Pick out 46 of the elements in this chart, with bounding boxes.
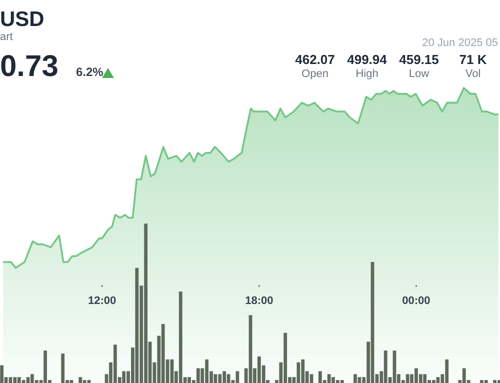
text: 459.15 xyxy=(399,52,439,68)
bar xyxy=(358,377,362,383)
text: 462.07 xyxy=(295,52,335,68)
bar xyxy=(340,380,344,383)
bar xyxy=(17,377,21,383)
text: Low xyxy=(408,68,430,80)
chart-title: USD xyxy=(0,8,44,32)
bar xyxy=(310,374,314,383)
bar xyxy=(8,377,12,383)
text: 20 Jun 2025 05 xyxy=(422,37,498,50)
bar xyxy=(436,377,440,383)
bar xyxy=(493,380,496,383)
bar xyxy=(423,374,427,383)
bar xyxy=(87,380,91,383)
bar xyxy=(296,362,300,383)
bar xyxy=(327,374,331,383)
bar xyxy=(354,374,357,383)
bar xyxy=(236,371,240,383)
bar xyxy=(406,374,410,383)
bar xyxy=(384,350,388,383)
bar xyxy=(22,380,26,383)
bar xyxy=(61,353,65,383)
bar xyxy=(122,371,126,383)
bar xyxy=(161,324,165,383)
bar xyxy=(484,380,488,383)
bar xyxy=(26,377,30,383)
bar xyxy=(78,377,82,383)
bar xyxy=(82,380,86,383)
bar xyxy=(70,380,74,383)
text: Vol xyxy=(465,68,481,80)
text: 499.94 xyxy=(347,52,387,68)
chart-subtitle: art xyxy=(0,31,13,43)
x-tick-label: 00:00 xyxy=(402,295,430,307)
bar xyxy=(226,374,230,383)
text: 71 K xyxy=(459,52,487,68)
text: 6.2% xyxy=(76,65,104,80)
text: 0.73 xyxy=(0,50,58,83)
bar xyxy=(196,368,200,383)
bar xyxy=(214,374,218,383)
x-tick-label: 18:00 xyxy=(245,295,274,307)
text: High xyxy=(356,68,378,80)
bar xyxy=(13,377,17,383)
x-tick-label: 12:00 xyxy=(88,295,116,307)
text: Open xyxy=(302,68,328,80)
bar xyxy=(0,365,4,383)
bar xyxy=(135,268,139,383)
